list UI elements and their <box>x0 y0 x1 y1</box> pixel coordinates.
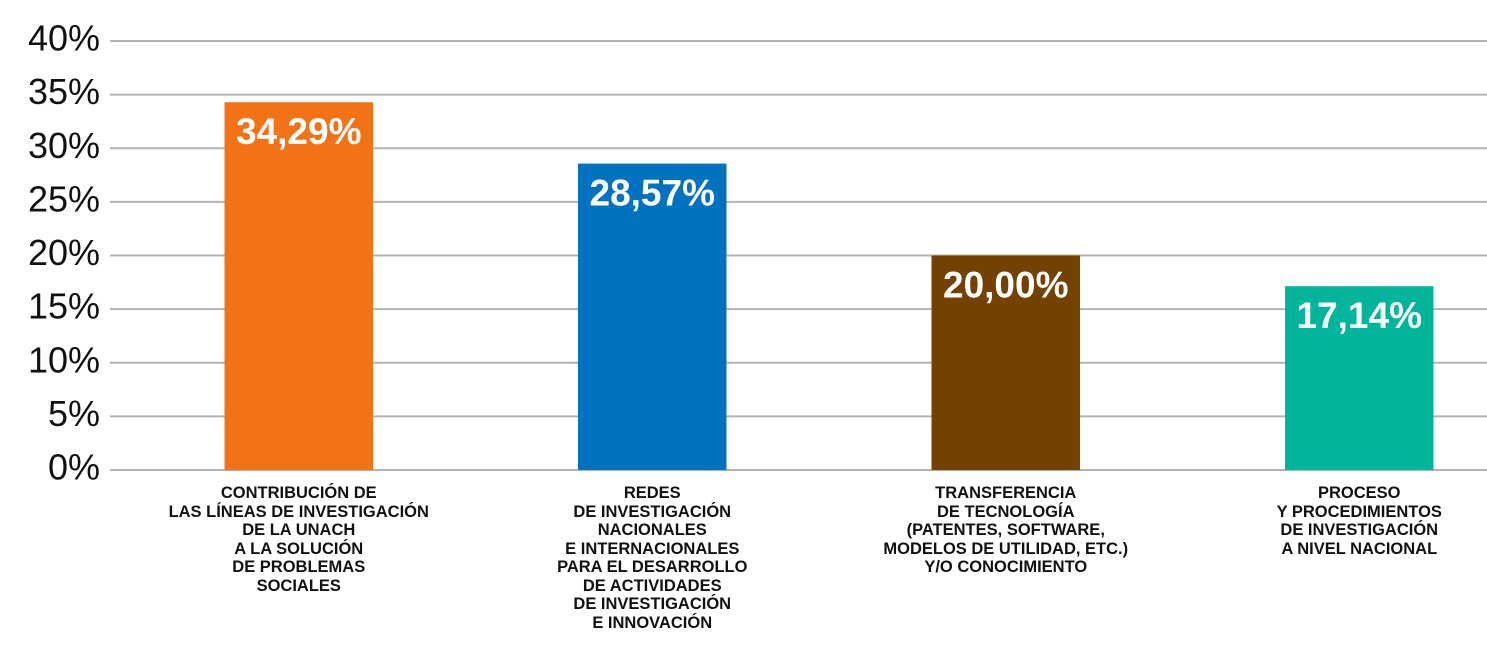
y-tick-label: 35% <box>28 71 100 112</box>
y-tick-label: 15% <box>28 286 100 327</box>
y-tick-label: 40% <box>28 18 100 59</box>
bar <box>224 102 373 471</box>
value-label: 17,14% <box>1297 295 1423 336</box>
bar <box>1285 286 1434 470</box>
x-tick-label: REDES DE INVESTIGACIÓN NACIONALES E INTE… <box>557 484 748 632</box>
x-tick-label: CONTRIBUCIÓN DE LAS LÍNEAS DE INVESTIGAC… <box>168 484 429 595</box>
y-tick-label: 10% <box>28 339 100 380</box>
bar <box>931 255 1080 470</box>
value-label: 20,00% <box>943 264 1069 305</box>
y-tick-label: 5% <box>48 393 100 434</box>
x-tick-label: PROCESO Y PROCEDIMIENTOS DE INVESTIGACIÓ… <box>1276 484 1442 558</box>
y-tick-label: 20% <box>28 232 100 273</box>
y-tick-label: 25% <box>28 178 100 219</box>
value-label: 28,57% <box>590 172 716 213</box>
bar <box>578 163 727 471</box>
value-label: 34,29% <box>236 111 362 152</box>
x-tick-label: TRANSFERENCIA DE TECNOLOGÍA (PATENTES, S… <box>883 484 1129 576</box>
y-tick-label: 0% <box>48 447 100 488</box>
y-tick-label: 30% <box>28 125 100 166</box>
